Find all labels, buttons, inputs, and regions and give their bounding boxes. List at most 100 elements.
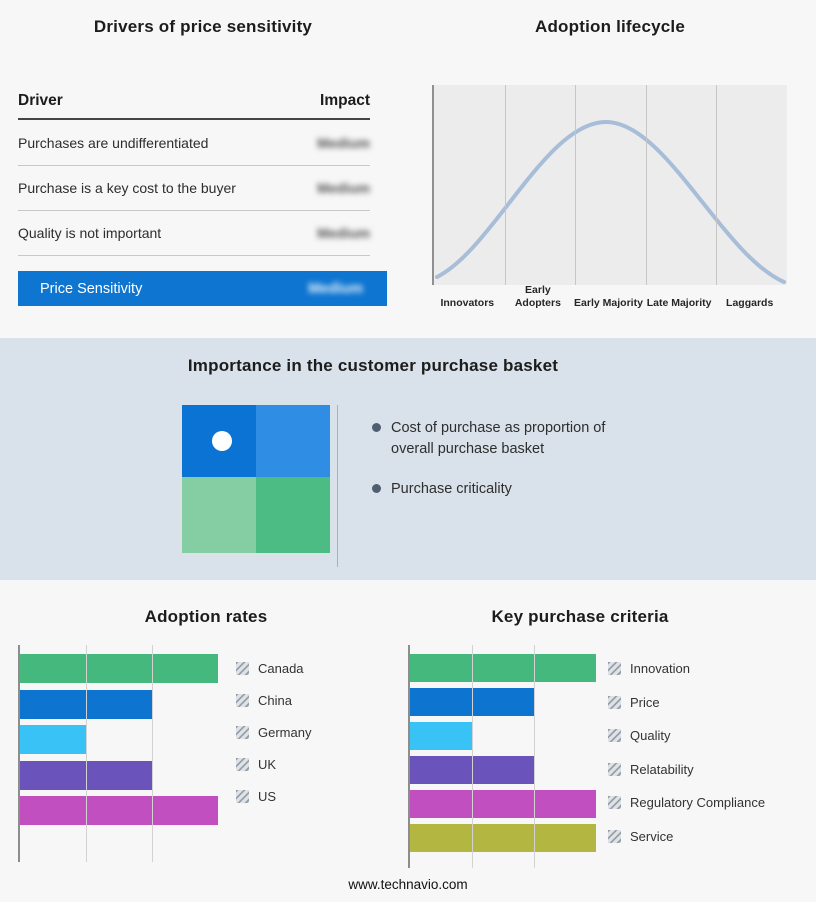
legend-label: Germany [258,724,312,740]
key-criteria-legend: Innovation Price Quality Relatability Regula… [608,652,765,853]
key-criteria-title: Key purchase criteria [491,607,669,626]
basket-panel-title: Importance in the customer purchase bask… [187,356,559,375]
legend-label: China [258,692,292,708]
driver-row: Purchases are undifferentiated Medium [18,121,370,166]
legend-item-uk: UK [236,748,311,780]
drivers-table-header: Driver Impact [18,92,370,120]
drivers-table-body: Purchases are undifferentiated Medium Purc… [18,121,370,256]
legend-swatch-icon [236,757,249,771]
bar-service [410,824,596,852]
legend-swatch-icon [608,829,621,843]
bullet-icon [372,423,381,432]
legend-item-service: Service [608,820,765,854]
bar-innovation [410,654,596,682]
bullet-icon [372,484,381,494]
legend-swatch-icon [608,796,621,810]
stage-label: Late Majority [646,296,712,309]
key-criteria-chart [408,645,608,875]
price-sensitivity-label: Price Sensitivity [40,280,143,297]
legend-item-regulatory-compliance: Regulatory Compliance [608,786,765,820]
bell-curve-icon [435,119,786,284]
legend-item-price: Price [608,686,765,720]
gridline [86,645,87,862]
basket-bullets: Cost of purchase as proportion of overal… [372,418,642,519]
legend-swatch-icon [236,661,249,675]
bell-curve-path [435,119,786,284]
legend-item-canada: Canada [236,652,311,684]
quadrant-top-right [256,405,330,477]
legend-swatch-icon [608,662,621,676]
gridline [504,85,506,285]
legend-label: US [258,788,277,804]
key-criteria-axis-line [408,645,410,868]
stage-label: Laggards [726,296,774,309]
gridline [152,645,153,862]
position-dot-icon [212,431,232,451]
bottom-section: Adoption rates Canada China Germany UK US Ke… [0,580,816,902]
gridline [575,85,577,285]
legend-item-china: China [236,684,311,716]
legend-label: Canada [258,660,304,676]
legend-label: UK [258,756,277,772]
legend-swatch-icon [236,789,249,803]
legend-item-germany: Germany [236,716,311,748]
purchase-basket-section: Importance in the customer purchase bask… [0,338,816,580]
gridline [645,85,647,285]
impact-column-header: Impact [320,92,370,109]
impact-value: Medium [317,225,370,241]
quadrant-divider-line [337,405,338,567]
adoption-rates-axis-line [18,645,20,862]
legend-item-innovation: Innovation [608,652,765,686]
legend-item-relatability: Relatability [608,753,765,787]
legend-swatch-icon [608,762,621,776]
stage-label: Early Adopters [514,284,561,309]
price-sensitivity-value: Medium [308,280,363,297]
adoption-rates-plot [20,654,230,865]
bar-germany [20,725,86,754]
impact-value: Medium [317,180,370,196]
bar-quality [410,722,472,750]
legend-swatch-icon [236,725,249,739]
bullet-item: Purchase criticality [372,479,642,500]
driver-row: Purchase is a key cost to the buyer Mediu… [18,166,370,211]
legend-label: Relatability [630,761,694,777]
legend-swatch-icon [608,695,621,709]
gridline [534,645,535,868]
legend-item-quality: Quality [608,719,765,753]
purchase-basket-quadrant [182,405,330,553]
bar-us [20,796,218,825]
drivers-panel-title: Drivers of price sensitivity [93,17,313,36]
stage-label: Early Majority [574,296,643,309]
bullet-text: Purchase criticality [391,481,512,498]
lifecycle-panel-title: Adoption lifecycle [534,17,685,36]
gridline [716,85,718,285]
bullet-item: Cost of purchase as proportion of overal… [372,418,642,460]
driver-row: Quality is not important Medium [18,211,370,256]
bar-regulatory-compliance [410,790,596,818]
legend-label: Innovation [630,661,690,677]
legend-item-us: US [236,780,311,812]
legend-label: Service [630,828,674,844]
driver-label: Purchases are undifferentiated [18,135,209,151]
stage-label: Innovators [440,296,495,309]
bullet-text: Cost of purchase as proportion of overal… [391,420,606,458]
top-section: Drivers of price sensitivity Driver Impa… [0,0,816,338]
legend-swatch-icon [236,693,249,707]
quadrant-bottom-left [182,477,256,553]
legend-label: Price [630,694,660,710]
adoption-rates-chart [18,645,230,865]
bar-canada [20,654,218,683]
gridline [472,645,473,868]
driver-label: Quality is not important [18,225,162,241]
legend-label: Quality [630,728,671,744]
driver-column-header: Driver [18,92,63,109]
key-criteria-plot [410,654,608,875]
lifecycle-plot [432,85,787,285]
lifecycle-stage-labels: Innovators Early Adopters Early Majority La… [432,284,785,309]
legend-swatch-icon [608,729,621,743]
driver-label: Purchase is a key cost to the buyer [18,180,236,196]
legend-label: Regulatory Compliance [630,795,766,811]
footer-url: www.technavio.com [348,877,468,892]
price-sensitivity-bar: Price Sensitivity Medium [18,271,387,306]
